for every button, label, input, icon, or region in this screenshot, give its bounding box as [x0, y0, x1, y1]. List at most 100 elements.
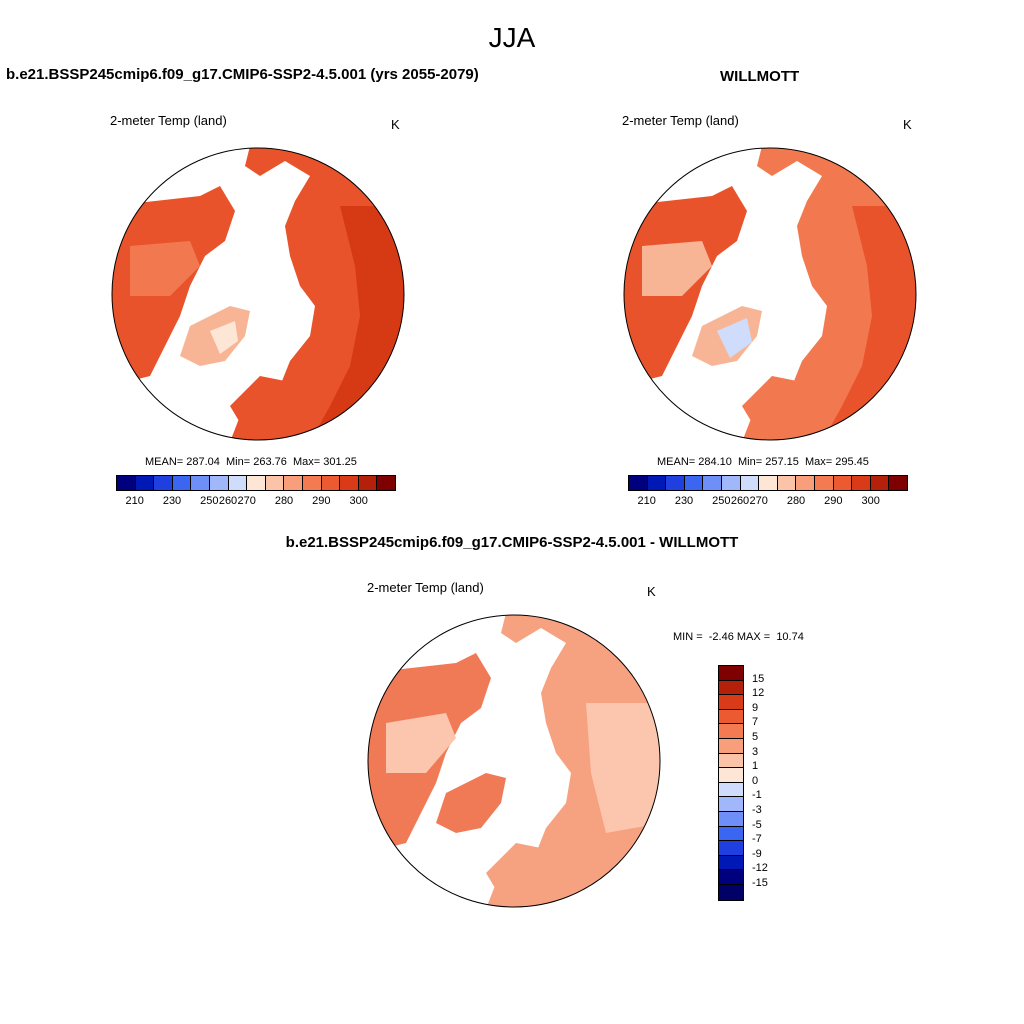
diff-colorbar-tick-label: -7 — [752, 833, 762, 846]
right-colorbar-swatch — [796, 476, 815, 490]
diff-colorbar-tick-label: 1 — [752, 760, 759, 773]
diff-colorbar — [718, 665, 744, 901]
diff-variable-label: 2-meter Temp (land) — [367, 580, 484, 595]
left-panel-title: b.e21.BSSP245cmip6.f09_g17.CMIP6-SSP2-4.… — [6, 66, 479, 83]
left-colorbar-tick-label: 250 — [200, 495, 219, 507]
diff-polar-map — [367, 614, 661, 908]
diff-greenland — [436, 773, 506, 833]
diff-colorbar-tick-label: -5 — [752, 818, 762, 831]
diff-colorbar-tick-label: -1 — [752, 789, 762, 802]
diff-colorbar-tick-label: 0 — [752, 774, 759, 787]
right-canada-mild — [642, 241, 712, 296]
left-colorbar-swatch — [340, 476, 359, 490]
diff-colorbar-tick-label: 7 — [752, 716, 759, 729]
diff-colorbar-swatch — [719, 826, 743, 842]
right-colorbar-tick-label: 290 — [824, 495, 843, 507]
left-stats: MEAN= 287.04 Min= 263.76 Max= 301.25 — [145, 456, 357, 468]
left-colorbar-swatch — [358, 476, 378, 490]
right-units-label: K — [903, 117, 912, 132]
diff-colorbar-swatch — [719, 841, 743, 856]
right-colorbar-tick-label: 300 — [861, 495, 880, 507]
right-colorbar-tick-label: 250 — [712, 495, 731, 507]
diff-colorbar-tick-label: 12 — [752, 687, 765, 700]
right-panel-title: WILLMOTT — [720, 68, 800, 85]
right-stats: MEAN= 284.10 Min= 257.15 Max= 295.45 — [657, 456, 869, 468]
diff-colorbar-tick-label: 5 — [752, 731, 759, 743]
left-colorbar-swatch — [321, 476, 341, 490]
diff-units-label: K — [647, 584, 656, 599]
right-polar-map — [623, 147, 917, 441]
left-colorbar-swatch — [172, 476, 192, 490]
left-colorbar-tick-label: 300 — [349, 495, 368, 507]
left-units-label: K — [391, 117, 400, 132]
right-colorbar-swatch — [721, 476, 741, 490]
right-colorbar-swatch — [777, 476, 797, 490]
right-colorbar-swatch — [759, 476, 778, 490]
diff-colorbar-tick-label: 9 — [752, 701, 759, 714]
left-canada-mild — [130, 241, 200, 296]
diff-colorbar-swatch — [719, 753, 743, 769]
diff-colorbar-tick-label: -9 — [752, 847, 762, 860]
diff-eurasia-land — [486, 615, 660, 907]
diff-colorbar-swatch — [719, 666, 743, 681]
right-scandinavia — [742, 376, 802, 431]
diff-colorbar-swatch — [719, 738, 743, 754]
diff-colorbar-tick-label: 15 — [752, 672, 765, 685]
left-polar-map — [111, 147, 405, 441]
left-colorbar-swatch — [284, 476, 303, 490]
right-variable-label: 2-meter Temp (land) — [622, 113, 739, 128]
right-colorbar-tick-label: 210 — [637, 495, 656, 507]
left-colorbar-swatch — [209, 476, 229, 490]
figure-title: JJA — [488, 22, 536, 53]
diff-colorbar-tick-label: 3 — [752, 745, 759, 758]
right-greenland-ice — [717, 318, 752, 358]
diff-colorbar-swatch — [719, 811, 743, 827]
right-colorbar-swatch — [647, 476, 667, 490]
diff-colorbar-swatch — [719, 870, 743, 885]
left-colorbar-swatch — [154, 476, 173, 490]
right-colorbar-tick-label: 260 — [730, 495, 750, 507]
left-colorbar-tick-label: 230 — [162, 495, 182, 507]
diff-colorbar-swatch — [719, 797, 743, 812]
left-colorbar-swatch — [302, 476, 322, 490]
left-colorbar-tick-label: 210 — [125, 495, 144, 507]
right-colorbar-swatch — [666, 476, 685, 490]
right-colorbar-swatch — [740, 476, 760, 490]
left-scandinavia — [230, 376, 290, 431]
diff-canada-light — [386, 713, 456, 773]
right-colorbar-swatch — [833, 476, 853, 490]
diff-colorbar-swatch — [719, 724, 743, 739]
diff-colorbar-swatch — [719, 884, 743, 900]
diff-colorbar-swatch — [719, 782, 743, 798]
left-colorbar-tick-label: 260 — [218, 495, 238, 507]
left-colorbar-swatch — [247, 476, 266, 490]
left-colorbar-swatch — [377, 476, 395, 490]
left-colorbar-tick-label: 270 — [237, 495, 256, 507]
right-colorbar-swatch — [629, 476, 648, 490]
right-colorbar-tick-label: 230 — [674, 495, 694, 507]
left-colorbar-tick-label: 280 — [274, 495, 294, 507]
diff-colorbar-swatch — [719, 768, 743, 783]
right-colorbar-tick-label: 270 — [749, 495, 768, 507]
right-colorbar-swatch — [889, 476, 907, 490]
right-colorbar-tick-label: 280 — [786, 495, 806, 507]
left-colorbar-swatch — [228, 476, 248, 490]
diff-colorbar-tick-label: -12 — [752, 862, 768, 875]
left-variable-label: 2-meter Temp (land) — [110, 113, 227, 128]
diff-colorbar-swatch — [719, 709, 743, 725]
diff-scandinavia — [486, 843, 546, 898]
right-colorbar-swatch — [703, 476, 722, 490]
left-greenland-ice — [210, 321, 238, 354]
left-colorbar-tick-label: 290 — [312, 495, 331, 507]
left-colorbar-swatch — [117, 476, 136, 490]
right-colorbar-swatch — [852, 476, 871, 490]
right-colorbar-swatch — [870, 476, 890, 490]
right-colorbar-swatch — [814, 476, 834, 490]
diff-colorbar-swatch — [719, 855, 743, 871]
diff-eurasia-light — [586, 703, 660, 833]
right-colorbar: 210 230 250 260 270 280 290 300 — [628, 475, 908, 507]
left-colorbar: 210 230 250 260 270 280 290 300 — [116, 475, 396, 507]
diff-colorbar-swatch — [719, 695, 743, 710]
left-colorbar-swatch — [135, 476, 155, 490]
left-colorbar-swatch — [191, 476, 210, 490]
